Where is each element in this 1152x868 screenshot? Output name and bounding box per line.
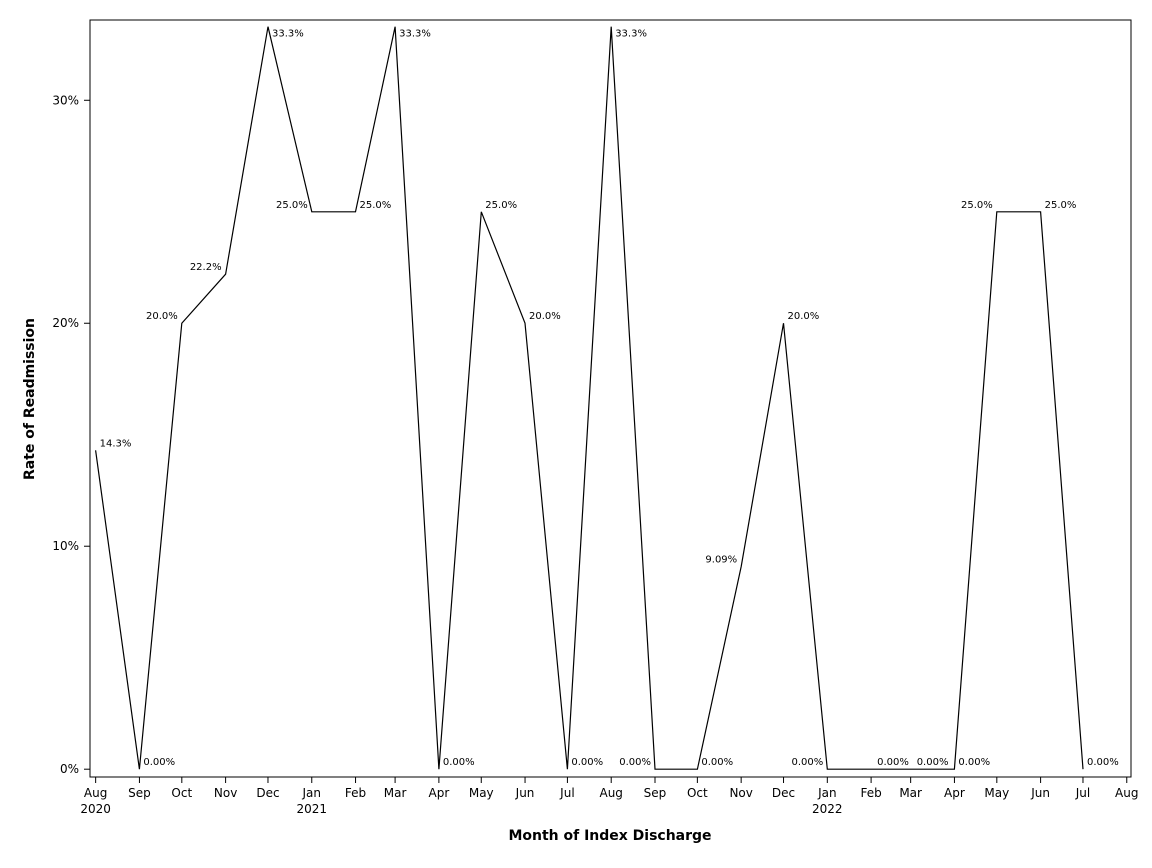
- x-tick-label: Oct: [687, 786, 708, 800]
- x-tick-label: Jan: [302, 786, 322, 800]
- data-label: 33.3%: [272, 29, 304, 40]
- data-label: 20.0%: [146, 311, 178, 322]
- y-tick-label: 0%: [60, 762, 79, 776]
- x-tick-label: Aug: [1115, 786, 1138, 800]
- x-tick-label: Feb: [860, 786, 881, 800]
- x-tick-label: Jul: [1075, 786, 1090, 800]
- data-label: 0.00%: [958, 757, 990, 768]
- x-tick-label: Jul: [559, 786, 574, 800]
- data-label: 14.3%: [100, 438, 132, 449]
- data-label: 25.0%: [276, 200, 308, 211]
- data-labels-group: 14.3% 0.00% 20.0% 22.2% 33.3% 25.0% 25.0% 33.3%…: [100, 29, 1119, 769]
- x-axis: Aug 2020 Sep Oct Nov Dec Jan 2021 Feb Mar Apr May Ju…: [80, 777, 1138, 816]
- x-tick-year-label: 2020: [80, 802, 111, 816]
- x-tick-label: Jun: [515, 786, 535, 800]
- series-group: [95, 26, 1084, 770]
- x-tick-label: Aug: [599, 786, 622, 800]
- x-tick-label: Aug: [84, 786, 107, 800]
- data-label: 0.00%: [571, 757, 603, 768]
- data-label: 0.00%: [619, 757, 651, 768]
- data-label: 0.00%: [143, 757, 175, 768]
- x-tick-year-label: 2021: [296, 802, 327, 816]
- x-tick-label: Jan: [817, 786, 837, 800]
- x-tick-label: Mar: [899, 786, 922, 800]
- data-label: 25.0%: [1045, 200, 1077, 211]
- y-axis: 0% 10% 20% 30%: [52, 93, 90, 776]
- series-line: [95, 26, 1084, 770]
- data-label: 33.3%: [615, 29, 647, 40]
- x-tick-label: Jun: [1030, 786, 1050, 800]
- data-label: 0.00%: [1087, 757, 1119, 768]
- data-label: 25.0%: [360, 200, 392, 211]
- x-tick-label: Oct: [171, 786, 192, 800]
- x-tick-label: Nov: [214, 786, 237, 800]
- x-tick-label: May: [469, 786, 494, 800]
- x-tick-label: May: [984, 786, 1009, 800]
- x-tick-label: Feb: [345, 786, 366, 800]
- data-label: 0.00%: [792, 757, 824, 768]
- data-label: 20.0%: [529, 311, 561, 322]
- data-label: 22.2%: [190, 262, 222, 273]
- data-label: 0.00%: [917, 757, 949, 768]
- data-label: 25.0%: [961, 200, 993, 211]
- plot-frame: [89, 19, 1132, 778]
- data-label: 33.3%: [399, 29, 431, 40]
- y-axis-title: Rate of Readmission: [22, 318, 38, 480]
- x-axis-title: Month of Index Discharge: [508, 828, 711, 844]
- x-tick-label: Mar: [384, 786, 407, 800]
- x-tick-label: Sep: [128, 786, 151, 800]
- x-tick-year-label: 2022: [812, 802, 843, 816]
- data-label: 0.00%: [443, 757, 475, 768]
- data-label: 25.0%: [485, 200, 517, 211]
- x-tick-label: Apr: [429, 786, 450, 800]
- data-label: 20.0%: [788, 311, 820, 322]
- x-tick-label: Dec: [772, 786, 795, 800]
- x-tick-label: Apr: [944, 786, 965, 800]
- x-tick-label: Sep: [644, 786, 667, 800]
- y-tick-label: 20%: [52, 316, 79, 330]
- data-label: 9.09%: [705, 555, 737, 566]
- y-tick-label: 30%: [52, 93, 79, 107]
- x-tick-label: Dec: [256, 786, 279, 800]
- data-label: 0.00%: [877, 757, 909, 768]
- data-label: 0.00%: [701, 757, 733, 768]
- y-tick-label: 10%: [52, 539, 79, 553]
- x-tick-label: Nov: [729, 786, 752, 800]
